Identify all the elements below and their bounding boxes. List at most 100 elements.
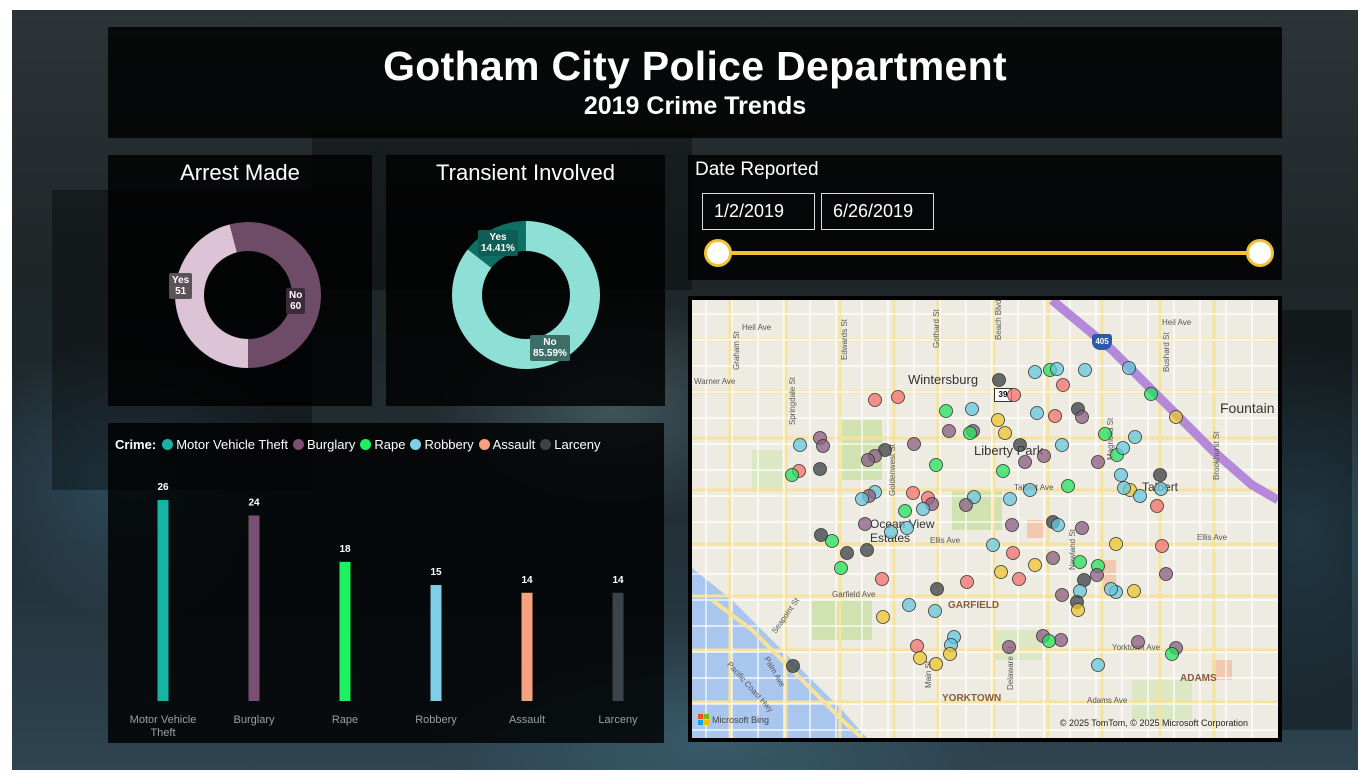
map-crime-point[interactable]	[1055, 438, 1069, 452]
map-crime-point[interactable]	[929, 458, 943, 472]
map-crime-point[interactable]	[994, 565, 1008, 579]
map-crime-point[interactable]	[1169, 410, 1183, 424]
map-crime-point[interactable]	[1007, 388, 1021, 402]
map-crime-point[interactable]	[906, 486, 920, 500]
map-crime-point[interactable]	[913, 651, 927, 665]
map-crime-point[interactable]	[858, 517, 872, 531]
legend-item[interactable]: Motor Vehicle Theft	[162, 437, 288, 452]
map-crime-point[interactable]	[1098, 427, 1112, 441]
map-crime-point[interactable]	[929, 657, 943, 671]
map-crime-point[interactable]	[930, 582, 944, 596]
map-crime-point[interactable]	[939, 404, 953, 418]
map-crime-point[interactable]	[1109, 537, 1123, 551]
map-crime-point[interactable]	[1056, 378, 1070, 392]
map-crime-point[interactable]	[1023, 483, 1037, 497]
map-crime-point[interactable]	[1030, 406, 1044, 420]
map-crime-point[interactable]	[1055, 588, 1069, 602]
map-crime-point[interactable]	[1159, 567, 1173, 581]
date-range-track[interactable]	[718, 251, 1260, 255]
map-crime-point[interactable]	[992, 373, 1006, 387]
legend-item[interactable]: Larceny	[540, 437, 600, 452]
map-crime-point[interactable]	[986, 538, 1000, 552]
start-date-handle[interactable]	[704, 239, 732, 267]
map-crime-point[interactable]	[1048, 409, 1062, 423]
map-crime-point[interactable]	[1133, 489, 1147, 503]
map-crime-point[interactable]	[884, 525, 898, 539]
map-crime-point[interactable]	[1018, 455, 1032, 469]
map-crime-point[interactable]	[928, 604, 942, 618]
map-crime-point[interactable]	[860, 543, 874, 557]
map-crime-point[interactable]	[1061, 479, 1075, 493]
map-crime-point[interactable]	[1131, 635, 1145, 649]
map-crime-point[interactable]	[1127, 584, 1141, 598]
map-crime-point[interactable]	[1165, 647, 1179, 661]
map-crime-point[interactable]	[816, 439, 830, 453]
map-crime-point[interactable]	[910, 639, 924, 653]
bar-larceny[interactable]	[612, 592, 624, 701]
map-crime-point[interactable]	[1028, 365, 1042, 379]
map-crime-point[interactable]	[1091, 658, 1105, 672]
map-crime-point[interactable]	[1154, 482, 1168, 496]
map-crime-point[interactable]	[786, 659, 800, 673]
map-crime-point[interactable]	[814, 528, 828, 542]
arrest-slice-yes[interactable]	[174, 224, 248, 368]
map-crime-point[interactable]	[1013, 438, 1027, 452]
map-crime-point[interactable]	[1075, 410, 1089, 424]
arrest-slice-no[interactable]	[229, 222, 321, 368]
map-crime-point[interactable]	[1028, 558, 1042, 572]
map-crime-point[interactable]	[1114, 468, 1128, 482]
map-crime-point[interactable]	[898, 504, 912, 518]
map-crime-point[interactable]	[1091, 455, 1105, 469]
map-crime-point[interactable]	[1050, 362, 1064, 376]
transient-involved-donut[interactable]	[386, 195, 665, 405]
map-crime-point[interactable]	[1116, 441, 1130, 455]
map-crime-point[interactable]	[1104, 582, 1118, 596]
map-crime-point[interactable]	[900, 521, 914, 535]
map-crime-point[interactable]	[891, 390, 905, 404]
map-crime-point[interactable]	[840, 546, 854, 560]
map-crime-point[interactable]	[998, 426, 1012, 440]
map-crime-point[interactable]	[875, 572, 889, 586]
map-crime-point[interactable]	[1003, 492, 1017, 506]
transient-slice-no[interactable]	[452, 221, 600, 369]
map-crime-point[interactable]	[825, 534, 839, 548]
map-crime-point[interactable]	[996, 464, 1010, 478]
map-crime-point[interactable]	[902, 598, 916, 612]
map-crime-point[interactable]	[960, 575, 974, 589]
bar-burglary[interactable]	[248, 515, 260, 701]
map-crime-point[interactable]	[1144, 387, 1158, 401]
map-crime-point[interactable]	[878, 443, 892, 457]
map-crime-point[interactable]	[1117, 481, 1131, 495]
map-crime-point[interactable]	[991, 413, 1005, 427]
bar-motor-vehicle-theft[interactable]	[157, 500, 169, 701]
legend-item[interactable]: Rape	[360, 437, 405, 452]
map-crime-point[interactable]	[1128, 430, 1142, 444]
map-crime-point[interactable]	[1051, 518, 1065, 532]
bar-robbery[interactable]	[430, 585, 442, 701]
map-crime-point[interactable]	[916, 502, 930, 516]
end-date-handle[interactable]	[1246, 239, 1274, 267]
map-crime-point[interactable]	[793, 438, 807, 452]
arrest-made-donut[interactable]	[108, 195, 372, 405]
map-crime-point[interactable]	[1005, 518, 1019, 532]
map-crime-point[interactable]	[1078, 363, 1092, 377]
map-crime-point[interactable]	[907, 437, 921, 451]
bar-assault[interactable]	[521, 592, 533, 701]
map-crime-point[interactable]	[1037, 449, 1051, 463]
map-crime-point[interactable]	[1071, 603, 1085, 617]
map-crime-point[interactable]	[868, 393, 882, 407]
map-crime-point[interactable]	[861, 453, 875, 467]
map-crime-point[interactable]	[1090, 568, 1104, 582]
map-crime-point[interactable]	[1075, 521, 1089, 535]
map-crime-point[interactable]	[1006, 546, 1020, 560]
map-crime-point[interactable]	[1073, 555, 1087, 569]
map-crime-point[interactable]	[1122, 361, 1136, 375]
map-crime-point[interactable]	[1012, 572, 1026, 586]
map-crime-point[interactable]	[834, 561, 848, 575]
start-date-input[interactable]: 1/2/2019	[702, 193, 815, 230]
map-crime-point[interactable]	[1002, 640, 1016, 654]
map-crime-point[interactable]	[1150, 499, 1164, 513]
crime-map[interactable]: Wintersburg Liberty Park Ocean View Esta…	[692, 300, 1278, 738]
map-crime-point[interactable]	[965, 402, 979, 416]
bar-rape[interactable]	[339, 561, 351, 701]
